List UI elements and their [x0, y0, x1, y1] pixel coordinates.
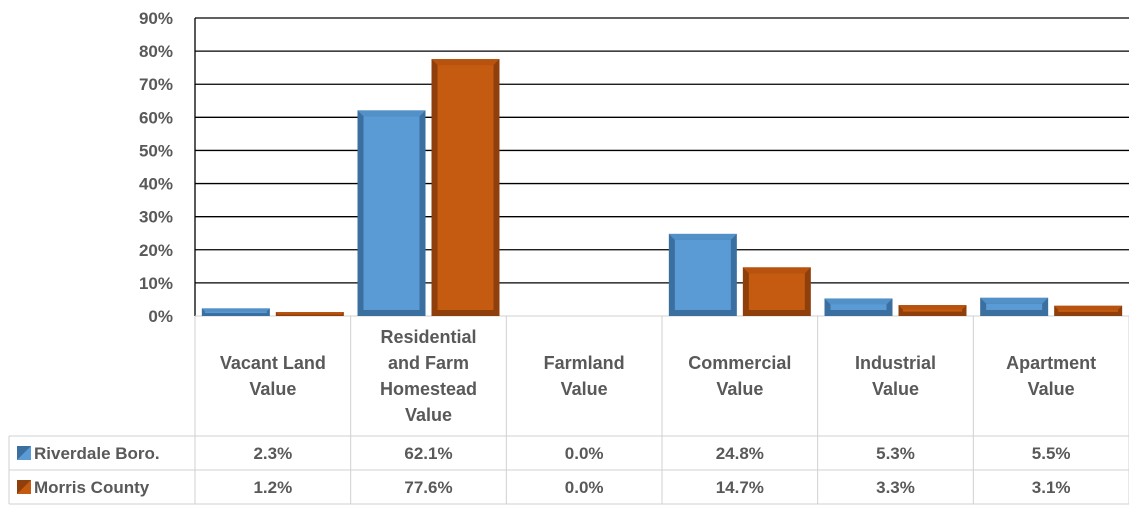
data-table: Vacant Land Value Residential and Farm Homes…	[8, 316, 1129, 505]
bar	[201, 308, 270, 316]
category-label-line: Value	[872, 379, 919, 399]
bar-bevel-top	[668, 233, 737, 240]
data-table-cell: 1.2%	[253, 478, 292, 497]
legend-key	[17, 446, 31, 460]
bar-face	[986, 303, 1043, 310]
bar-bevel-top	[742, 267, 811, 274]
legend-label: Riverdale Boro.	[34, 444, 160, 463]
category-label-line: Value	[561, 379, 608, 399]
y-tick-label: 60%	[139, 108, 173, 127]
bar-bevel-top	[201, 308, 270, 312]
data-table-cell: 62.1%	[404, 444, 452, 463]
y-tick-label: 30%	[139, 208, 173, 227]
category-label: Industrial Value	[855, 353, 936, 399]
category-label-line: Farmland	[544, 353, 625, 373]
bar-face	[902, 309, 963, 312]
bar	[742, 267, 811, 316]
bar-bevel-top	[980, 297, 1049, 304]
bar	[1054, 305, 1123, 316]
bars	[201, 59, 1123, 317]
data-table-cell: 5.5%	[1032, 444, 1071, 463]
data-table-cell: 14.7%	[716, 478, 764, 497]
bar	[824, 298, 893, 316]
category-label: Vacant Land Value	[220, 353, 326, 399]
category-label-line: and Farm	[388, 353, 469, 373]
bar-face	[437, 65, 494, 311]
category-label-line: Residential	[380, 327, 476, 347]
category-label-line: Value	[1028, 379, 1075, 399]
legend-label: Morris County	[34, 478, 150, 497]
bar	[275, 312, 344, 316]
data-table-cell: 77.6%	[404, 478, 452, 497]
bar-face	[204, 311, 267, 313]
bar-bevel-top	[1054, 305, 1123, 310]
category-label-line: Apartment	[1006, 353, 1096, 373]
y-tick-label: 0%	[148, 307, 173, 326]
bar-bevel-top	[275, 312, 344, 314]
y-tick-label: 40%	[139, 175, 173, 194]
gridlines	[194, 17, 1129, 317]
data-table-cell: 2.3%	[253, 444, 292, 463]
bar-face	[1058, 309, 1119, 312]
category-label-line: Homestead	[380, 379, 477, 399]
bar	[668, 233, 737, 316]
category-label-line: Commercial	[688, 353, 791, 373]
category-label: Apartment Value	[1006, 353, 1096, 399]
bar-face	[748, 273, 805, 310]
category-label-line: Value	[405, 405, 452, 425]
bar-face	[363, 116, 420, 310]
bar-bevel-top	[431, 59, 500, 66]
legend-key-highlight	[17, 480, 31, 494]
data-table-cell: 5.3%	[876, 444, 915, 463]
legend-key	[17, 480, 31, 494]
bar-face	[277, 313, 343, 315]
category-label-line: Value	[716, 379, 763, 399]
data-table-cell: 3.1%	[1032, 478, 1071, 497]
y-tick-label: 10%	[139, 274, 173, 293]
bar	[431, 59, 500, 317]
bar	[898, 305, 967, 316]
category-label: Residential and Farm Homestead Value	[380, 327, 477, 425]
data-table-cell: 3.3%	[876, 478, 915, 497]
data-table-cell: 24.8%	[716, 444, 764, 463]
bar-bevel-top	[357, 110, 426, 117]
bar	[357, 110, 426, 316]
bar-bevel-top	[824, 298, 893, 305]
category-label-line: Industrial	[855, 353, 936, 373]
bar-face	[830, 304, 887, 310]
data-table-cell: 0.0%	[565, 478, 604, 497]
y-tick-label: 70%	[139, 75, 173, 94]
y-tick-label: 90%	[139, 9, 173, 28]
y-tick-label: 50%	[139, 141, 173, 160]
category-label-line: Vacant Land	[220, 353, 326, 373]
category-label: Commercial Value	[688, 353, 791, 399]
y-tick-label: 20%	[139, 241, 173, 260]
data-table-cell: 0.0%	[565, 444, 604, 463]
bar	[980, 297, 1049, 316]
category-label-line: Value	[249, 379, 296, 399]
y-axis-ticks: 0% 10% 20% 30% 40% 50% 60% 70% 80% 90%	[139, 9, 173, 326]
legend-key-highlight	[17, 446, 31, 460]
bar-bevel-top	[898, 305, 967, 310]
bar-face	[674, 239, 731, 310]
y-tick-label: 80%	[139, 42, 173, 61]
category-label: Farmland Value	[544, 353, 625, 399]
